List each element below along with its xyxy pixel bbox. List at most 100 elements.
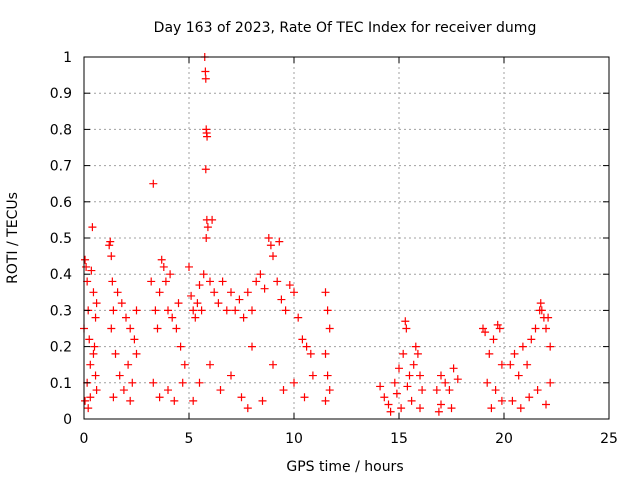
data-point	[159, 262, 168, 271]
data-point	[483, 378, 492, 387]
data-point	[119, 386, 128, 395]
data-point	[403, 382, 412, 391]
data-point	[201, 74, 210, 83]
data-point	[323, 306, 332, 315]
data-point	[178, 378, 187, 387]
data-point	[237, 393, 246, 402]
y-axis-label: ROTI / TECUs	[5, 192, 21, 284]
data-point	[441, 378, 450, 387]
data-point	[527, 335, 536, 344]
data-point	[168, 313, 177, 322]
data-point	[222, 306, 231, 315]
data-point	[491, 386, 500, 395]
data-point	[91, 313, 100, 322]
data-point	[87, 266, 96, 275]
data-point	[290, 378, 298, 387]
data-point	[81, 255, 90, 264]
data-point	[239, 313, 248, 322]
data-point	[510, 349, 519, 358]
data-point	[308, 371, 317, 380]
data-point	[216, 386, 225, 395]
data-point	[195, 281, 204, 290]
data-point	[128, 378, 137, 387]
data-point	[235, 295, 244, 304]
data-point	[132, 349, 141, 358]
data-point	[91, 371, 100, 380]
data-point	[434, 407, 443, 416]
data-point	[231, 306, 240, 315]
data-point	[277, 295, 286, 304]
data-point	[416, 371, 424, 380]
x-tick-label: 5	[185, 431, 194, 447]
y-tick-label: 0.9	[50, 86, 72, 102]
data-point	[105, 241, 114, 250]
data-points	[80, 53, 555, 416]
data-point	[195, 378, 204, 387]
x-tick-label: 0	[80, 431, 89, 447]
data-point	[180, 360, 189, 369]
data-point	[516, 404, 525, 413]
data-point	[106, 237, 115, 246]
data-point	[273, 277, 282, 286]
data-point	[243, 404, 252, 413]
data-point	[157, 255, 166, 264]
data-point	[243, 288, 252, 297]
data-point	[89, 288, 98, 297]
x-axis-label: GPS time / hours	[286, 459, 403, 475]
data-point	[155, 393, 164, 402]
data-point	[189, 396, 198, 405]
data-point	[453, 375, 462, 384]
data-point	[117, 299, 126, 308]
y-tick-label: 0.5	[50, 231, 72, 247]
data-point	[170, 396, 179, 405]
data-point	[248, 342, 256, 351]
data-point	[185, 262, 193, 271]
data-point	[518, 342, 527, 351]
data-point	[124, 360, 133, 369]
data-point	[397, 404, 406, 413]
x-tick-label: 10	[285, 431, 303, 447]
data-point	[149, 378, 158, 387]
data-point	[405, 371, 414, 380]
data-point	[199, 270, 208, 279]
grid-lines	[84, 57, 609, 419]
data-point	[479, 324, 487, 333]
data-point	[437, 371, 445, 380]
data-point	[202, 234, 211, 242]
data-point	[514, 371, 523, 380]
data-point	[506, 360, 515, 369]
data-point	[214, 299, 223, 308]
data-point	[108, 277, 117, 286]
x-tick-label: 15	[390, 431, 408, 447]
data-point	[281, 306, 290, 315]
data-point	[392, 389, 401, 398]
data-point	[542, 324, 550, 333]
data-point	[269, 360, 277, 369]
data-point	[485, 349, 494, 358]
data-point	[449, 364, 458, 373]
data-point	[147, 277, 156, 286]
data-point	[166, 270, 175, 279]
data-point	[306, 349, 315, 358]
data-point	[386, 407, 395, 416]
data-point	[161, 277, 170, 286]
data-point	[126, 324, 135, 333]
data-point	[132, 306, 141, 315]
data-point	[416, 404, 424, 413]
data-point	[218, 277, 227, 286]
data-point	[227, 371, 235, 380]
data-point	[413, 349, 422, 358]
data-point	[86, 393, 95, 402]
data-point	[432, 386, 441, 395]
data-point	[111, 349, 120, 358]
data-point	[298, 335, 307, 344]
data-point	[107, 252, 116, 261]
data-point	[176, 342, 185, 351]
data-point	[260, 284, 269, 293]
data-point	[325, 386, 334, 395]
data-point	[294, 313, 303, 322]
data-point	[109, 393, 118, 402]
x-tick-label: 25	[600, 431, 618, 447]
data-point	[164, 306, 172, 315]
